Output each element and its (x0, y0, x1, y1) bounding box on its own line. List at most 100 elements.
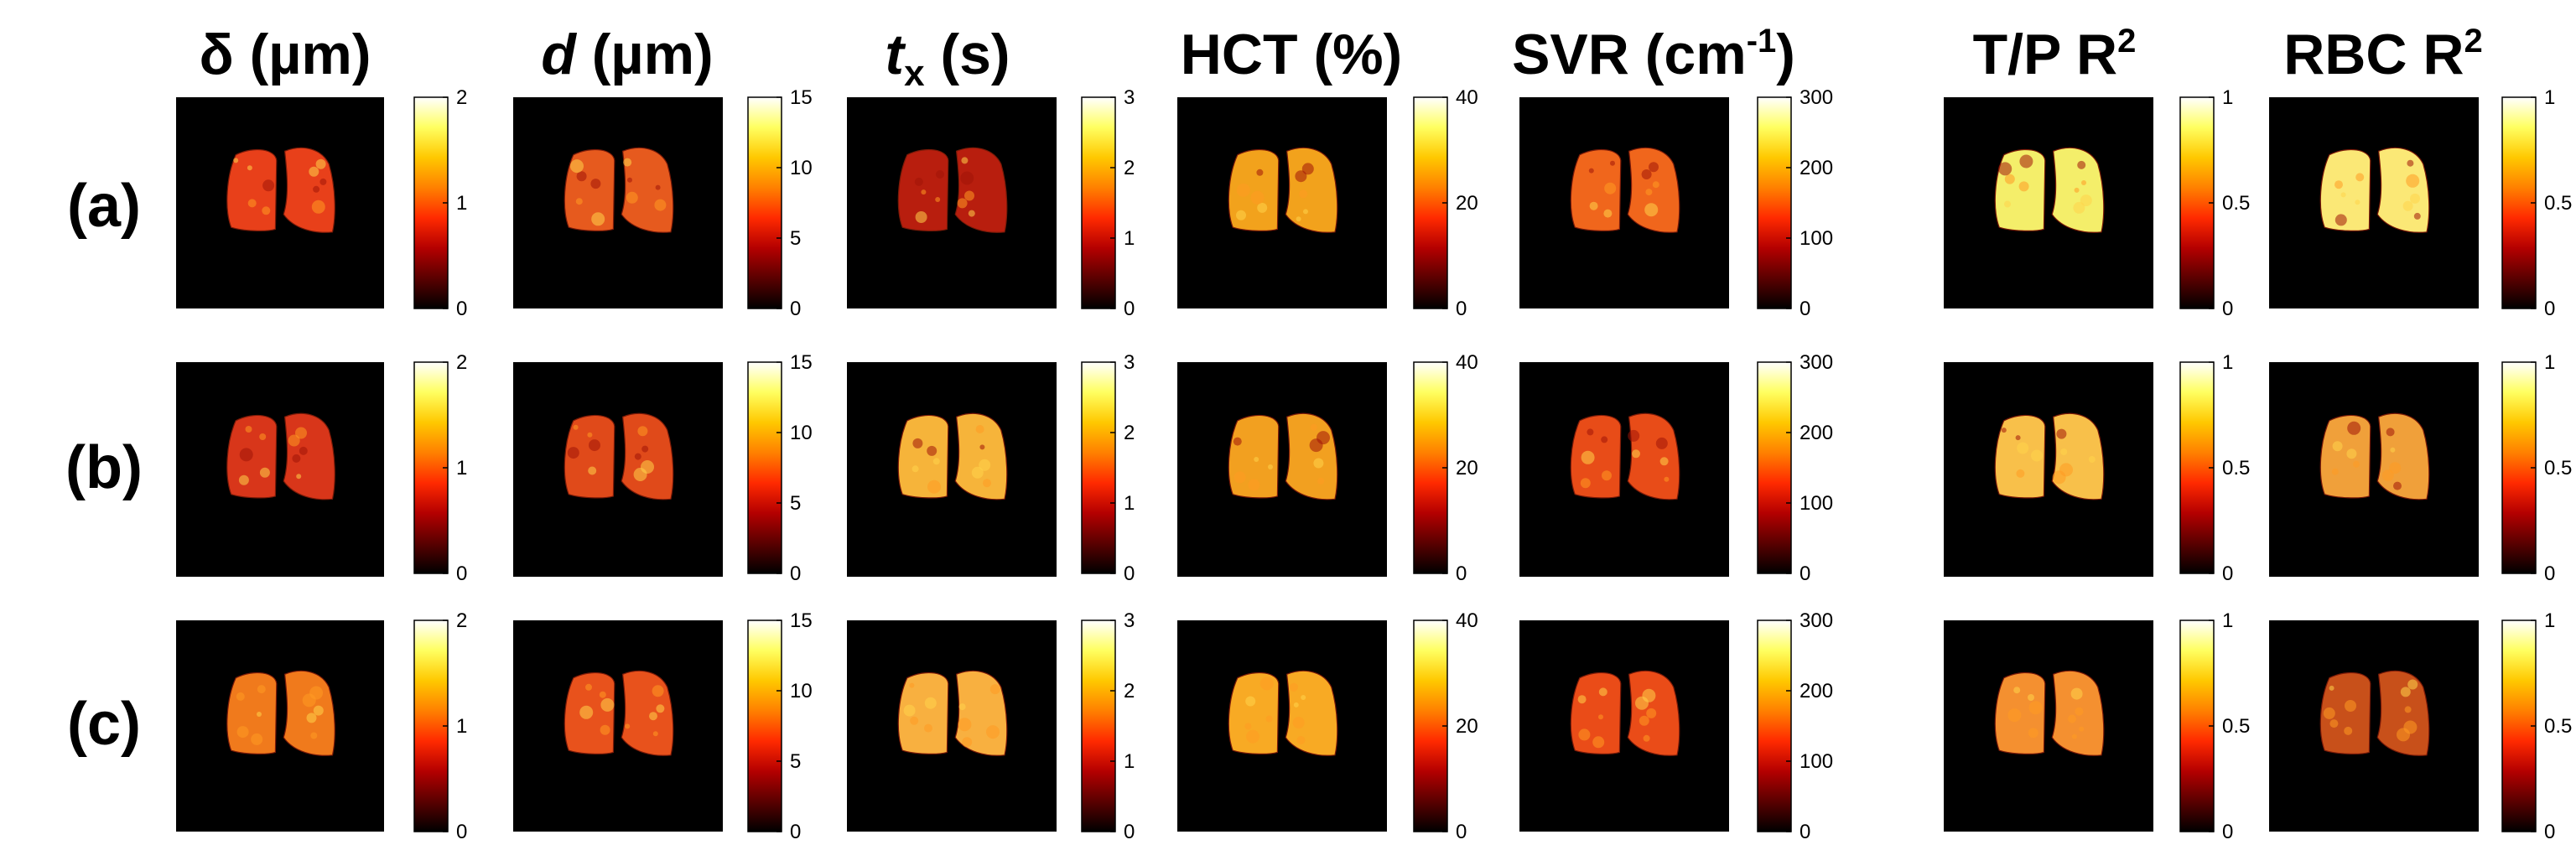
map-image-background (176, 620, 384, 832)
lung-texture-spot (2329, 719, 2339, 728)
colorbar-tick-label: 1 (456, 715, 467, 738)
lung-texture-spot (1628, 429, 1640, 442)
colorbar-tick-label: 300 (1800, 86, 1833, 109)
colorbar (413, 361, 449, 574)
lung-texture-spot (1598, 714, 1603, 720)
lung-texture-spot (2056, 428, 2067, 439)
lung-texture-spot (2340, 192, 2346, 198)
lung-texture-spot (576, 171, 587, 182)
colorbar (2501, 361, 2537, 574)
map-image-background (2269, 362, 2479, 577)
lung-texture-spot (1309, 438, 1323, 453)
colorbar-tick-label: 0 (2544, 821, 2555, 843)
map-image-background (2269, 620, 2479, 832)
lung-texture-spot (236, 726, 249, 739)
lung-texture-spot (1577, 695, 1587, 704)
colorbar-tick-label: 0 (790, 298, 801, 320)
lung-texture-spot (983, 479, 991, 488)
lung-texture-spot (2088, 456, 2096, 463)
lung-texture-spot (1643, 734, 1650, 742)
lung-texture-spot (910, 716, 919, 725)
lung-texture-spot (1664, 476, 1670, 482)
map-image-background (1177, 97, 1387, 308)
column-title-0: δ (µm) (199, 23, 371, 86)
colorbar (747, 96, 782, 309)
lung-texture-spot (1641, 169, 1652, 179)
panel-c-col2: 0 1 2 3 (847, 609, 1135, 843)
lung-texture-spot (2080, 194, 2092, 207)
map-image-background (847, 620, 1057, 832)
lung-texture-spot (958, 703, 966, 711)
column-title-4: SVR (cm-1) (1512, 23, 1795, 86)
panel-b-col2: 0 1 2 3 (847, 351, 1135, 585)
map-image-background (1944, 620, 2153, 832)
lung-texture-spot (979, 459, 991, 471)
right-lung-map (954, 147, 1008, 233)
lung-texture-spot (1245, 696, 1256, 707)
lung-texture-spot (2052, 470, 2066, 485)
left-lung-map (1570, 414, 1622, 499)
colorbar-tick-label: 0.5 (2544, 715, 2572, 738)
lung-texture-spot (2070, 687, 2083, 700)
left-lung-map (897, 671, 949, 754)
colorbar-tick-label: 0 (2544, 562, 2555, 585)
colorbar-tick-label: 1 (1124, 227, 1135, 250)
colorbar-tick-label: 1 (2544, 86, 2555, 109)
lung-texture-spot (921, 189, 927, 195)
lung-texture-spot (957, 198, 968, 209)
lung-texture-spot (1659, 457, 1669, 466)
lung-texture-spot (2334, 214, 2347, 226)
lung-texture-spot (2400, 687, 2411, 697)
lung-texture-spot (989, 684, 1000, 695)
panel-c-col1: 0 5 10 15 (513, 609, 813, 843)
lung-texture-spot (1301, 163, 1314, 175)
panel-c-col5: 00.51 (1944, 609, 2250, 843)
lung-texture-spot (575, 198, 583, 205)
lung-texture-spot (633, 468, 647, 481)
right-lung-map (283, 670, 335, 756)
lung-texture-spot (912, 438, 923, 448)
lung-texture-spot (259, 433, 267, 440)
map-image-background (1519, 362, 1729, 577)
lung-texture-spot (247, 199, 257, 208)
lung-texture-spot (927, 445, 937, 456)
lung-texture-spot (623, 158, 632, 167)
colorbar-tick-label: 0.5 (2222, 457, 2250, 480)
lung-texture-spot (2381, 469, 2394, 482)
colorbar-tick-label: 0 (790, 562, 801, 585)
lung-texture-spot (935, 197, 941, 202)
lung-texture-spot (2344, 726, 2353, 735)
lung-texture-spot (655, 184, 661, 190)
lung-texture-spot (2075, 707, 2084, 716)
lung-texture-spot (2031, 449, 2043, 462)
lung-texture-spot (313, 705, 324, 716)
lung-texture-spot (1233, 471, 1246, 484)
panel-a-col5: 00.51 (1944, 86, 2250, 320)
left-lung-map (2319, 414, 2371, 499)
left-lung-map (2319, 148, 2371, 231)
lung-texture-spot (1602, 470, 1612, 481)
lung-texture-spot (975, 425, 984, 433)
colorbar (2501, 619, 2537, 832)
lung-texture-spot (1246, 729, 1259, 744)
lung-texture-spot (1299, 189, 1308, 199)
lung-texture-spot (961, 157, 969, 164)
lung-texture-spot (599, 691, 606, 698)
colorbar-tick-label: 0.5 (2222, 715, 2250, 738)
right-lung-map (954, 412, 1008, 500)
lung-texture-spot (257, 712, 262, 717)
lung-texture-spot (1604, 182, 1617, 194)
lung-texture-spot (971, 466, 984, 479)
map-image-background (1177, 362, 1387, 577)
left-lung-map (564, 414, 615, 499)
lung-texture-spot (1646, 708, 1657, 718)
panel-b-col6: 00.51 (2269, 351, 2572, 585)
colorbar-tick-label: 1 (2544, 351, 2555, 374)
panel-b-col0: 0 1 2 (176, 351, 467, 585)
colorbar (1081, 96, 1116, 309)
colorbar-tick-label: 0 (1800, 298, 1810, 320)
colorbar (1757, 96, 1792, 309)
lung-texture-spot (2071, 734, 2077, 739)
row-label-b: (b) (65, 434, 143, 501)
